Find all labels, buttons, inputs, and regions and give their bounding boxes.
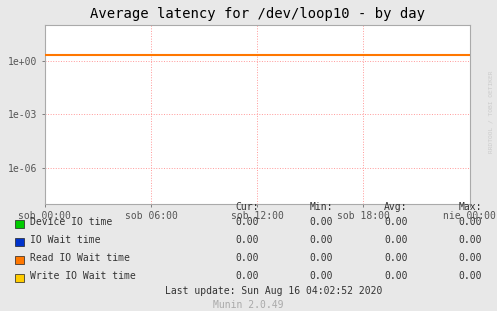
Text: Device IO time: Device IO time (30, 217, 112, 227)
Text: 0.00: 0.00 (310, 253, 333, 263)
Text: 0.00: 0.00 (384, 217, 408, 227)
Text: 0.00: 0.00 (235, 235, 258, 245)
Text: Cur:: Cur: (235, 202, 258, 212)
Text: IO Wait time: IO Wait time (30, 235, 100, 245)
Text: 0.00: 0.00 (235, 253, 258, 263)
Text: 0.00: 0.00 (459, 217, 482, 227)
Text: 0.00: 0.00 (310, 217, 333, 227)
Text: Munin 2.0.49: Munin 2.0.49 (213, 300, 284, 310)
Text: 0.00: 0.00 (459, 253, 482, 263)
Text: Write IO Wait time: Write IO Wait time (30, 271, 136, 281)
Text: 0.00: 0.00 (235, 217, 258, 227)
Text: Avg:: Avg: (384, 202, 408, 212)
Text: 0.00: 0.00 (384, 271, 408, 281)
Text: 0.00: 0.00 (384, 235, 408, 245)
Text: 0.00: 0.00 (384, 253, 408, 263)
Text: Read IO Wait time: Read IO Wait time (30, 253, 130, 263)
Text: 0.00: 0.00 (310, 271, 333, 281)
Text: 0.00: 0.00 (310, 235, 333, 245)
Text: 0.00: 0.00 (235, 271, 258, 281)
Text: 0.00: 0.00 (459, 235, 482, 245)
Text: 0.00: 0.00 (459, 271, 482, 281)
Text: Max:: Max: (459, 202, 482, 212)
Title: Average latency for /dev/loop10 - by day: Average latency for /dev/loop10 - by day (89, 7, 425, 21)
Y-axis label: seconds: seconds (0, 94, 2, 135)
Text: Last update: Sun Aug 16 04:02:52 2020: Last update: Sun Aug 16 04:02:52 2020 (165, 286, 382, 296)
Text: RRDTOOL / TOBI OETIKER: RRDTOOL / TOBI OETIKER (489, 71, 494, 153)
Text: Min:: Min: (310, 202, 333, 212)
